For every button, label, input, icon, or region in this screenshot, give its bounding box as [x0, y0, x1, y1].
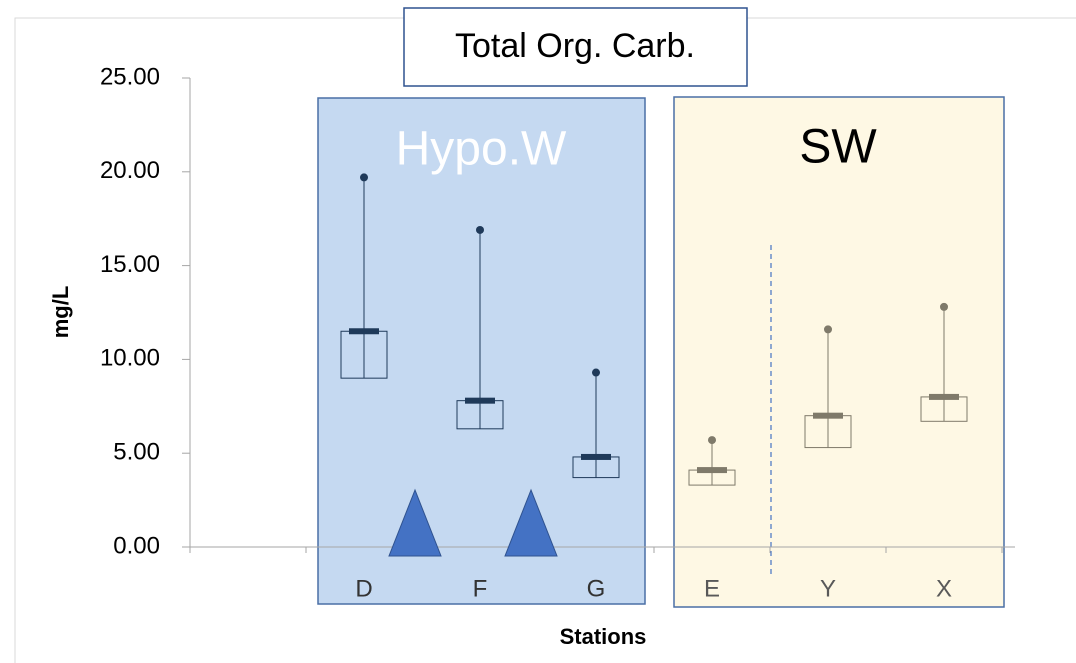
y-tick-label: 10.00 [100, 345, 160, 372]
y-axis-label: mg/L [48, 286, 73, 339]
max-point [476, 225, 484, 234]
max-point [592, 368, 600, 377]
y-tick-label: 5.00 [113, 439, 160, 466]
x-tick-label: G [587, 575, 606, 602]
median-bar [349, 328, 379, 335]
x-tick-label: X [936, 575, 952, 602]
chart-title: Total Org. Carb. [455, 27, 695, 65]
y-tick-label: 20.00 [100, 157, 160, 184]
median-bar [813, 412, 843, 419]
y-tick-label: 15.00 [100, 251, 160, 278]
x-tick-label: Y [820, 575, 836, 602]
x-tick-label: D [355, 575, 372, 602]
title-box [403, 7, 748, 87]
group-label: SW [799, 121, 877, 174]
x-tick-label: F [473, 575, 488, 602]
x-tick-label: E [704, 575, 720, 602]
max-point [940, 302, 948, 311]
max-point [708, 436, 716, 445]
median-bar [697, 467, 727, 474]
group-label: Hypo.W [396, 123, 567, 176]
median-bar [581, 453, 611, 460]
max-point [824, 325, 832, 334]
marker-triangle [504, 488, 558, 557]
max-point [360, 173, 368, 182]
marker-triangle [388, 488, 442, 557]
y-tick-label: 0.00 [113, 532, 160, 559]
median-bar [465, 397, 495, 404]
x-axis-label: Stations [560, 624, 647, 649]
y-tick-label: 25.00 [100, 63, 160, 90]
sw-panel [673, 96, 1005, 608]
median-bar [929, 393, 959, 400]
hypo-panel [317, 97, 646, 605]
